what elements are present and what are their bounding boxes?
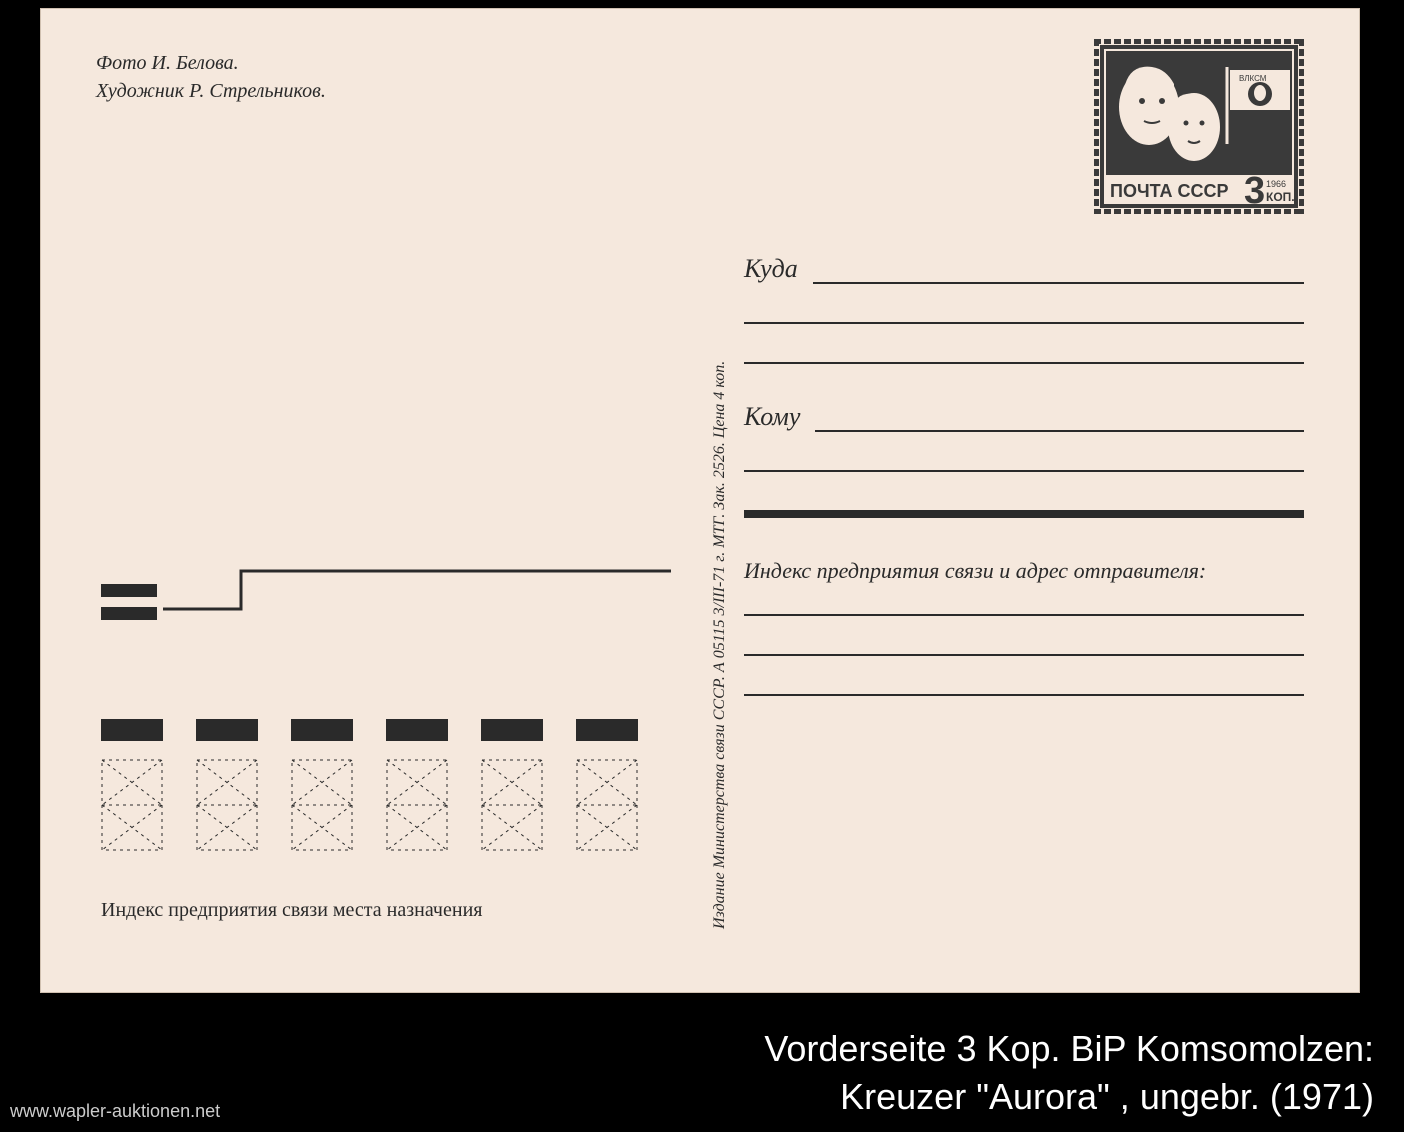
address-section: Куда Кому Индекс предприятия связи и адр… — [744, 254, 1304, 734]
index-box — [576, 719, 638, 851]
sender-underline — [744, 614, 1304, 616]
stamp-denomination: 3 — [1244, 170, 1265, 212]
to-label: Куда — [744, 254, 798, 284]
index-bar — [196, 719, 258, 741]
sender-underline — [744, 654, 1304, 656]
index-box — [101, 719, 163, 851]
image-caption: Vorderseite 3 Kop. BiP Komsomolzen: Kreu… — [764, 1025, 1374, 1122]
marker-bar — [101, 607, 157, 620]
stamp-unit: КОП. — [1266, 190, 1295, 204]
address-underline — [744, 322, 1304, 324]
index-digit-template — [196, 759, 258, 851]
index-box — [291, 719, 353, 851]
address-whom-line: Кому — [744, 402, 1304, 432]
stamp-country-text: ПОЧТА СССР — [1110, 181, 1228, 201]
section-divider — [744, 510, 1304, 518]
redaction-block — [0, 997, 40, 1032]
bracket-line — [101, 569, 671, 629]
address-underline — [815, 430, 1304, 432]
index-digit-template — [386, 759, 448, 851]
index-box — [481, 719, 543, 851]
redaction-block — [0, 1037, 55, 1072]
caption-line-1: Vorderseite 3 Kop. BiP Komsomolzen: — [764, 1025, 1374, 1074]
index-bottom-label: Индекс предприятия связи места назначени… — [101, 899, 482, 922]
index-boxes-row — [101, 719, 638, 851]
sender-label: Индекс предприятия связи и адрес отправи… — [744, 558, 1304, 584]
stamp-year: 1966 — [1266, 179, 1286, 189]
publisher-imprint: Издание Министерства связи СССР. А 05115… — [711, 229, 731, 929]
marker-bar — [101, 584, 157, 597]
address-to-line: Куда — [744, 254, 1304, 284]
svg-text:ВЛКСМ: ВЛКСМ — [1239, 74, 1267, 83]
index-digit-template — [101, 759, 163, 851]
index-bar — [291, 719, 353, 741]
postcard-container: Фото И. Белова. Художник Р. Стрельников. — [40, 8, 1360, 993]
credit-line-1: Фото И. Белова. — [96, 49, 326, 77]
caption-line-2: Kreuzer "Aurora" , ungebr. (1971) — [764, 1073, 1374, 1122]
index-digit-template — [576, 759, 638, 851]
index-bar — [576, 719, 638, 741]
marker-bars — [101, 584, 157, 620]
index-bar — [101, 719, 163, 741]
index-bar — [386, 719, 448, 741]
index-digit-template — [481, 759, 543, 851]
credit-line-2: Художник Р. Стрельников. — [96, 77, 326, 105]
sender-underline — [744, 694, 1304, 696]
index-box — [196, 719, 258, 851]
address-underline — [813, 282, 1304, 284]
whom-label: Кому — [744, 402, 800, 432]
postage-stamp: ВЛКСМ ПОЧТА СССР 3 1966 КОП. — [1094, 39, 1304, 214]
index-digit-template — [291, 759, 353, 851]
index-bar — [481, 719, 543, 741]
photo-credits: Фото И. Белова. Художник Р. Стрельников. — [96, 49, 326, 105]
watermark-url: www.wapler-auktionen.net — [10, 1101, 220, 1122]
address-underline — [744, 362, 1304, 364]
address-underline — [744, 470, 1304, 472]
index-box — [386, 719, 448, 851]
